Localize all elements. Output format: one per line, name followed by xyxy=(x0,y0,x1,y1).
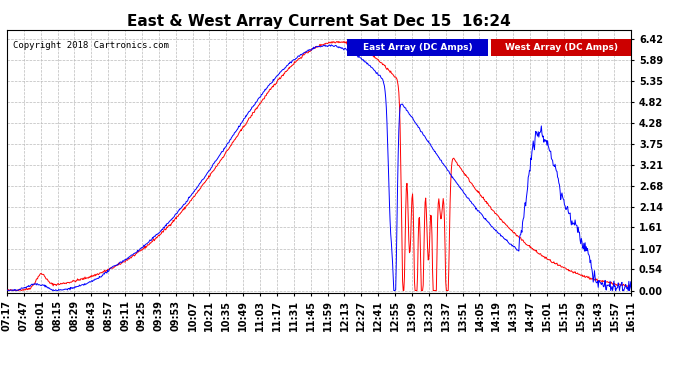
FancyBboxPatch shape xyxy=(491,39,631,56)
Text: West Array (DC Amps): West Array (DC Amps) xyxy=(504,43,618,52)
Title: East & West Array Current Sat Dec 15  16:24: East & West Array Current Sat Dec 15 16:… xyxy=(127,14,511,29)
FancyBboxPatch shape xyxy=(347,39,488,56)
Text: Copyright 2018 Cartronics.com: Copyright 2018 Cartronics.com xyxy=(13,40,169,50)
Text: East Array (DC Amps): East Array (DC Amps) xyxy=(363,43,472,52)
